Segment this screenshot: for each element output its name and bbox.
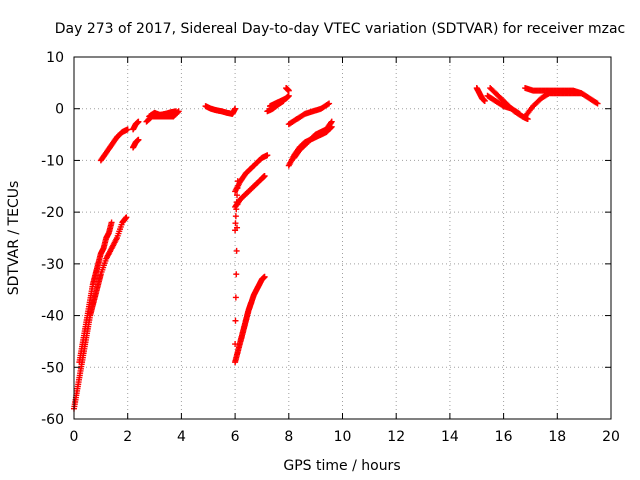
x-tick-label: 20	[602, 429, 620, 445]
series-arc-i	[232, 172, 268, 210]
data-point	[234, 201, 241, 208]
data-point	[135, 136, 142, 143]
data-point	[593, 99, 600, 106]
series-arc-n	[264, 97, 287, 115]
data-point	[515, 110, 522, 117]
data-point	[328, 118, 335, 125]
data-point	[173, 108, 180, 115]
series-arc-g	[146, 108, 180, 120]
data-point	[135, 118, 142, 125]
series-arc-r	[291, 118, 335, 161]
x-axis-ticks: 0 2 4 6 8 10 12 14 16 18 20	[70, 57, 620, 445]
y-tick-label: -50	[41, 360, 64, 376]
data-point	[234, 185, 241, 192]
series-arc-w	[522, 85, 585, 97]
y-tick-label: 0	[55, 102, 64, 118]
data-point	[516, 110, 523, 117]
y-tick-label: -20	[41, 205, 64, 221]
series-arc-j	[232, 152, 271, 195]
data-point	[261, 172, 268, 179]
data-point	[234, 178, 241, 185]
y-tick-label: -30	[41, 257, 64, 273]
x-tick-label: 12	[387, 429, 405, 445]
series-arc-l	[237, 299, 255, 345]
data-point	[326, 100, 333, 107]
series-arc-h	[202, 103, 239, 117]
data-point	[327, 119, 334, 126]
x-tick-label: 18	[548, 429, 566, 445]
data-point	[280, 97, 287, 104]
data-point	[264, 152, 271, 159]
series-arc-k	[232, 273, 268, 366]
x-tick-label: 2	[123, 429, 132, 445]
chart-title: Day 273 of 2017, Sidereal Day-to-day VTE…	[55, 21, 625, 37]
data-point	[285, 87, 292, 94]
data-point	[232, 341, 239, 348]
data-point	[578, 90, 585, 97]
data-point	[232, 105, 239, 112]
series-arc-s	[473, 85, 488, 104]
x-tick-label: 0	[70, 429, 79, 445]
data-point	[234, 224, 241, 231]
data-point	[248, 299, 255, 306]
data-point	[285, 92, 292, 99]
series-arc-b	[76, 219, 115, 366]
y-tick-label: -40	[41, 309, 64, 325]
data-point	[232, 213, 239, 220]
y-tick-label: -10	[41, 153, 64, 169]
x-axis-label: GPS time / hours	[283, 458, 400, 474]
series-arc-u	[484, 92, 523, 117]
data-point	[233, 247, 240, 254]
data-point	[233, 271, 240, 278]
series-arc-p	[285, 100, 333, 128]
grid-lines	[74, 57, 611, 419]
x-tick-label: 14	[441, 429, 459, 445]
data-point	[261, 273, 268, 280]
x-tick-label: 8	[284, 429, 293, 445]
data-point	[124, 126, 131, 133]
data-point	[232, 317, 239, 324]
y-tick-label: -60	[41, 412, 64, 428]
series-arc-o	[283, 85, 292, 94]
y-axis-label: SDTVAR / TECUs	[6, 181, 22, 296]
data-point	[108, 219, 115, 226]
data-point	[594, 100, 601, 107]
series-arc-v	[522, 90, 601, 120]
x-tick-label: 6	[231, 429, 240, 445]
series-arc-c	[97, 126, 131, 164]
data-points	[71, 85, 601, 412]
data-point	[233, 206, 240, 213]
x-tick-label: 4	[177, 429, 186, 445]
series-arc-e	[130, 118, 142, 133]
series-outliers	[232, 178, 241, 348]
data-point	[123, 214, 130, 221]
series-arc-a	[71, 214, 130, 412]
x-tick-label: 10	[334, 429, 352, 445]
y-axis-ticks: -60 -50 -40 -30 -20 -10 0 10	[41, 50, 611, 428]
data-point	[481, 97, 488, 104]
series-arc-d	[130, 136, 142, 151]
data-point	[232, 220, 239, 227]
data-point	[232, 294, 239, 301]
y-tick-label: 10	[46, 50, 64, 66]
data-point	[234, 192, 241, 199]
x-tick-label: 16	[495, 429, 513, 445]
data-point	[324, 101, 331, 108]
